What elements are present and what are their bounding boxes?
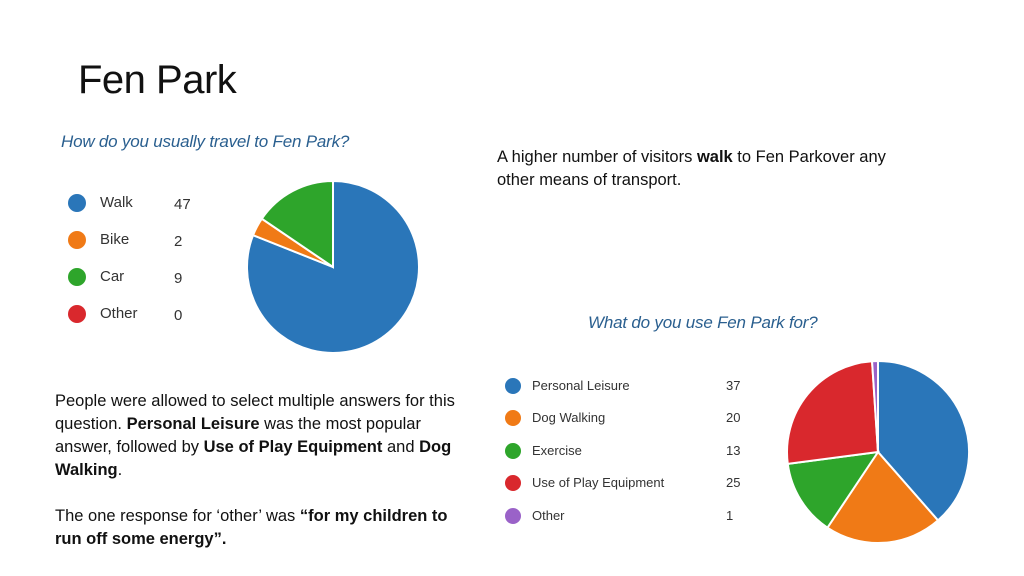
legend-swatch <box>505 410 521 426</box>
slide-title: Fen Park <box>78 58 237 102</box>
pie-slice-other <box>870 359 879 453</box>
pie-chart-travel <box>246 179 420 354</box>
pie-slice-car <box>260 179 334 269</box>
note-text: The one response for ‘other’ was <box>55 507 300 525</box>
legend-label: Other <box>100 305 138 322</box>
pie-slice-use-of-play-equipment <box>786 360 880 466</box>
note-emphasis: Personal Leisure <box>126 415 260 433</box>
legend-label: Use of Play Equipment <box>532 475 665 490</box>
note-transport: A higher number of visitors walk to Fen … <box>497 146 917 192</box>
pie-chart-usage <box>786 359 970 544</box>
legend-swatch <box>68 305 86 323</box>
note-emphasis: walk <box>696 148 733 166</box>
legend-value: 13 <box>726 443 741 458</box>
legend-label: Exercise <box>532 443 582 458</box>
legend-value: 37 <box>726 378 741 393</box>
legend-label: Personal Leisure <box>532 378 630 393</box>
note-usage: People were allowed to select multiple a… <box>55 390 475 482</box>
legend-value: 20 <box>726 410 741 425</box>
chart-title-usage: What do you use Fen Park for? <box>588 313 818 332</box>
legend-value: 1 <box>726 508 734 523</box>
chart-title-travel: How do you usually travel to Fen Park? <box>61 132 350 151</box>
note-other-response: The one response for ‘other’ was “for my… <box>55 505 475 551</box>
legend-swatch <box>505 508 521 524</box>
legend-value: 47 <box>174 196 191 213</box>
legend-value: 25 <box>726 475 741 490</box>
legend-label: Dog Walking <box>532 410 606 425</box>
note-text: to Fen Parkover any other means of trans… <box>497 148 886 189</box>
legend-swatch <box>68 268 86 286</box>
note-text: People were allowed to select multiple a… <box>55 392 455 433</box>
legend-value: 0 <box>174 307 183 324</box>
legend-swatch <box>505 378 521 394</box>
legend-label: Walk <box>100 194 133 211</box>
note-text: and <box>382 438 420 456</box>
legend-label: Other <box>532 508 565 523</box>
note-text: A higher number of visitors <box>497 148 697 166</box>
note-emphasis: Dog Walking <box>55 438 452 479</box>
note-text: was the most popular answer, followed by <box>55 415 421 456</box>
note-text: . <box>117 461 123 479</box>
legend-swatch <box>505 443 521 459</box>
legend-value: 2 <box>174 233 183 250</box>
legend-swatch <box>505 475 521 491</box>
legend-value: 9 <box>174 270 183 287</box>
legend-swatch <box>68 194 86 212</box>
pie-slice-dog-walking <box>826 450 940 544</box>
legend-label: Bike <box>100 231 130 248</box>
note-emphasis: “for my children to run off some energy”… <box>55 507 448 548</box>
pie-slice-exercise <box>786 450 881 530</box>
legend-label: Car <box>100 268 125 285</box>
note-emphasis: Use of Play Equipment <box>203 438 383 456</box>
legend-swatch <box>68 231 86 249</box>
pie-slice-personal-leisure <box>877 359 970 522</box>
